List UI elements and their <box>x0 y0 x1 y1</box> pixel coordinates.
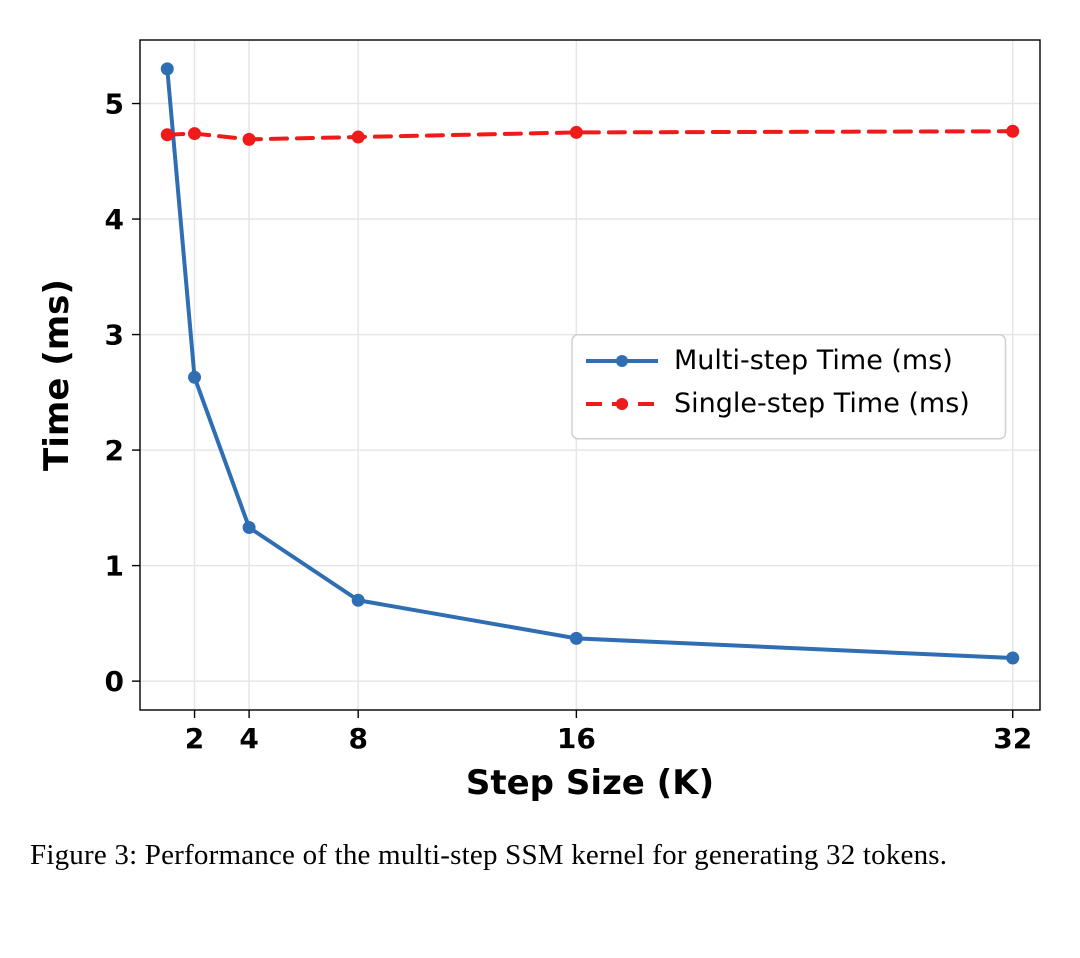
legend-marker-multi <box>616 355 628 367</box>
x-tick-label: 4 <box>239 722 258 755</box>
series-marker-multi <box>570 632 582 644</box>
y-tick-label: 4 <box>105 203 124 236</box>
chart-container: 2 4 8 16 32 0 1 2 3 4 5 Step Size (K) Time (ms) Multi… <box>30 20 1050 810</box>
series-marker-multi <box>161 63 173 75</box>
series-marker-single <box>570 126 582 138</box>
x-tick-label: 8 <box>348 722 367 755</box>
legend-marker-single <box>616 398 628 410</box>
page: 2 4 8 16 32 0 1 2 3 4 5 Step Size (K) Time (ms) Multi… <box>0 0 1080 958</box>
y-tick-label: 5 <box>105 88 124 121</box>
line-chart: 2 4 8 16 32 0 1 2 3 4 5 Step Size (K) Time (ms) Multi… <box>30 20 1050 810</box>
caption-prefix: Figure 3: <box>30 839 137 871</box>
series-marker-multi <box>1007 652 1019 664</box>
series-marker-single <box>189 128 201 140</box>
series-marker-single <box>243 133 255 145</box>
figure-caption: Figure 3: Performance of the multi-step … <box>30 836 1050 875</box>
series-marker-single <box>1007 125 1019 137</box>
series-marker-single <box>161 129 173 141</box>
series-marker-single <box>352 131 364 143</box>
x-tick-label: 2 <box>185 722 204 755</box>
x-tick-label: 32 <box>993 722 1032 755</box>
legend-label-single: Single-step Time (ms) <box>674 388 970 419</box>
y-tick-label: 2 <box>105 434 124 467</box>
legend-label-multi: Multi-step Time (ms) <box>674 345 953 376</box>
x-tick-label: 16 <box>557 722 596 755</box>
caption-body: Performance of the multi-step SSM kernel… <box>145 839 947 871</box>
y-tick-label: 3 <box>105 319 124 352</box>
y-tick-label: 0 <box>105 665 124 698</box>
y-tick-label: 1 <box>105 550 124 583</box>
series-marker-multi <box>243 521 255 533</box>
x-axis-label: Step Size (K) <box>466 763 714 803</box>
y-axis-label: Time (ms) <box>37 279 77 471</box>
series-marker-multi <box>352 594 364 606</box>
series-marker-multi <box>189 371 201 383</box>
